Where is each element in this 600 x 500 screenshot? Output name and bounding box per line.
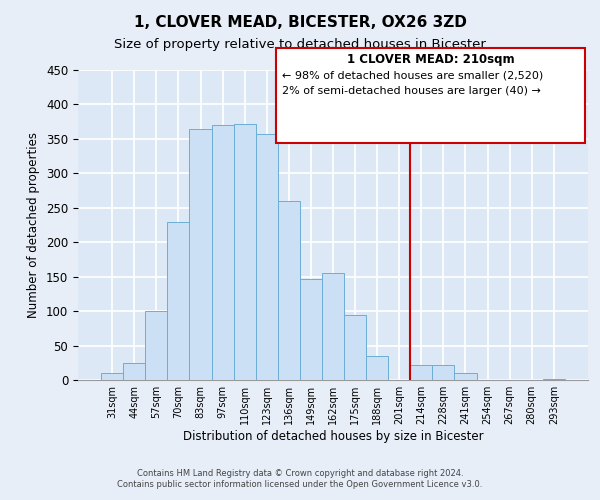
Text: Contains HM Land Registry data © Crown copyright and database right 2024.: Contains HM Land Registry data © Crown c…	[137, 468, 463, 477]
Bar	[322, 273, 344, 380]
Bar	[410, 365, 433, 380]
Bar	[190, 128, 212, 380]
Bar	[278, 201, 300, 380]
Bar	[212, 125, 233, 380]
Bar	[167, 222, 190, 380]
Text: 1, CLOVER MEAD, BICESTER, OX26 3ZD: 1, CLOVER MEAD, BICESTER, OX26 3ZD	[134, 15, 466, 30]
Bar	[123, 363, 145, 380]
Bar	[256, 134, 278, 380]
Bar	[366, 356, 388, 380]
Bar	[433, 365, 454, 380]
Bar	[454, 373, 476, 380]
Text: Contains public sector information licensed under the Open Government Licence v3: Contains public sector information licen…	[118, 480, 482, 489]
Bar	[344, 314, 366, 380]
Bar	[101, 373, 123, 380]
Text: 1 CLOVER MEAD: 210sqm: 1 CLOVER MEAD: 210sqm	[347, 54, 514, 66]
Text: Size of property relative to detached houses in Bicester: Size of property relative to detached ho…	[114, 38, 486, 51]
Bar	[300, 278, 322, 380]
X-axis label: Distribution of detached houses by size in Bicester: Distribution of detached houses by size …	[182, 430, 484, 443]
Text: 2% of semi-detached houses are larger (40) →: 2% of semi-detached houses are larger (4…	[282, 86, 541, 97]
Bar	[543, 378, 565, 380]
Y-axis label: Number of detached properties: Number of detached properties	[28, 132, 40, 318]
Bar	[233, 124, 256, 380]
Bar	[145, 311, 167, 380]
Text: ← 98% of detached houses are smaller (2,520): ← 98% of detached houses are smaller (2,…	[282, 71, 543, 81]
